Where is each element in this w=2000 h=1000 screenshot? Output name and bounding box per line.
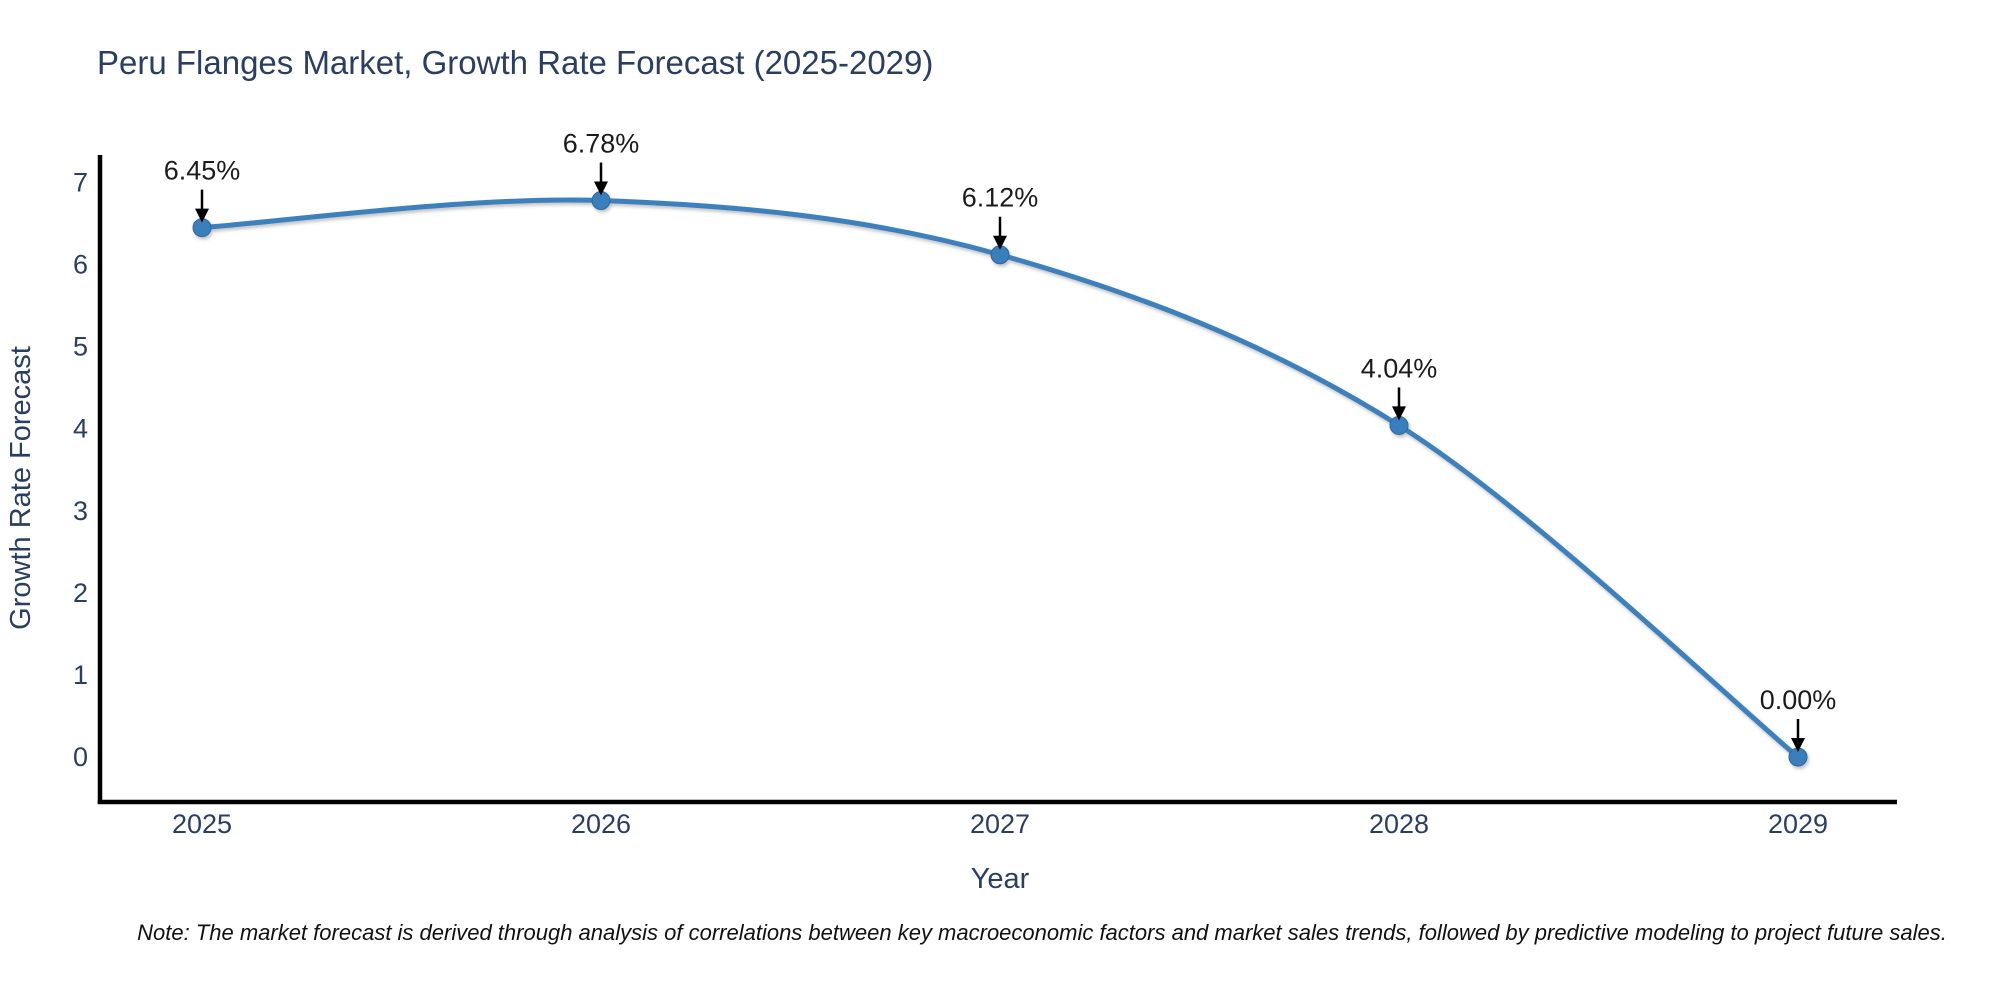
y-tick-label: 7: [73, 168, 88, 198]
x-tick-label: 2026: [571, 809, 631, 839]
data-point-markers: [192, 191, 1808, 767]
point-value-label: 4.04%: [1361, 353, 1438, 383]
annotation-arrow-head: [1791, 738, 1805, 752]
annotation-arrow-head: [195, 208, 209, 223]
footnote: Note: The market forecast is derived thr…: [137, 920, 1947, 945]
chart-title: Peru Flanges Market, Growth Rate Forecas…: [97, 44, 933, 81]
x-axis-ticks: 2025 2026 2027 2028 2029: [172, 809, 1828, 839]
y-tick-label: 1: [73, 660, 88, 690]
y-axis-ticks: 0 1 2 3 4 5 6 7: [73, 168, 88, 772]
point-value-label: 6.78%: [563, 129, 640, 159]
point-value-label: 6.12%: [962, 183, 1039, 213]
y-axis-label: Growth Rate Forecast: [5, 346, 37, 630]
forecast-line: [199, 197, 1801, 760]
forecast-series: [192, 191, 1808, 767]
x-tick-label: 2027: [970, 809, 1030, 839]
y-tick-label: 6: [73, 250, 88, 280]
annotation-arrow-head: [1392, 406, 1406, 421]
y-tick-label: 5: [73, 332, 88, 362]
x-axis-label: Year: [971, 863, 1030, 895]
y-tick-label: 4: [73, 414, 88, 444]
x-tick-label: 2029: [1768, 809, 1828, 839]
data-annotations: 6.45% 6.78% 6.12% 4.04% 0.00%: [164, 129, 1837, 752]
y-tick-label: 3: [73, 496, 88, 526]
y-tick-label: 0: [73, 742, 88, 772]
point-value-label: 0.00%: [1760, 685, 1837, 715]
point-value-label: 6.45%: [164, 156, 241, 186]
annotation-arrow-head: [594, 181, 608, 196]
annotation-arrow-head: [993, 235, 1007, 250]
x-tick-label: 2028: [1369, 809, 1429, 839]
y-tick-label: 2: [73, 578, 88, 608]
x-tick-label: 2025: [172, 809, 232, 839]
